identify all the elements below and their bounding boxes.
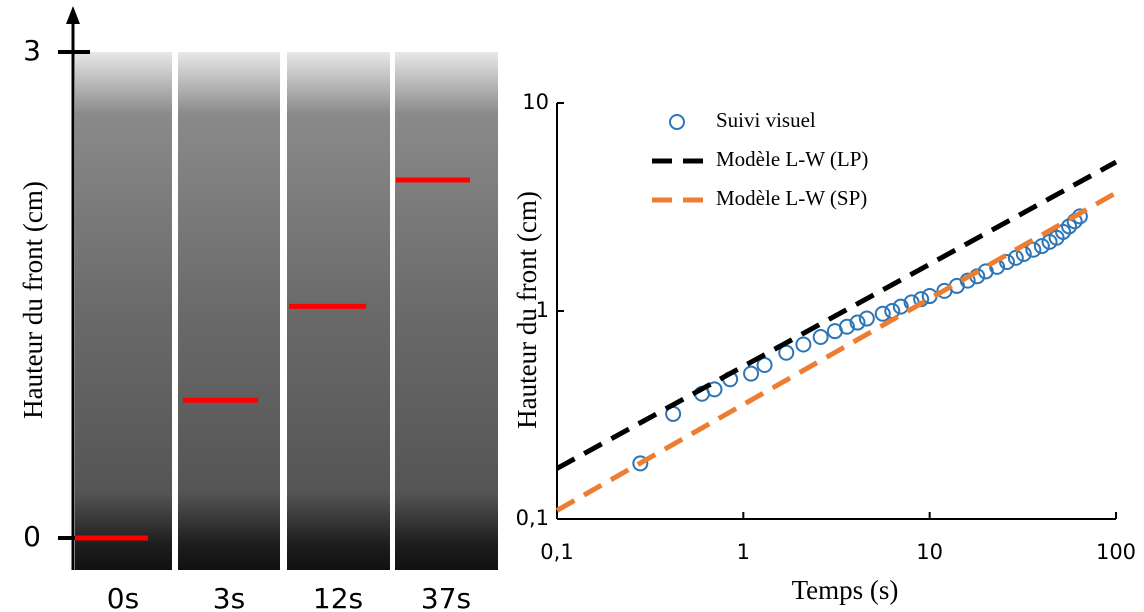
- panel-label: 0s: [107, 582, 139, 612]
- panel-label: 37s: [421, 582, 471, 612]
- photo: [178, 52, 280, 570]
- marker: [1007, 249, 1024, 266]
- x-tick-label: 0,1: [540, 540, 573, 564]
- marker: [1025, 241, 1042, 258]
- photo: [287, 52, 390, 570]
- marker: [756, 357, 773, 374]
- marker: [959, 272, 976, 289]
- model-line: [555, 190, 1118, 513]
- marker: [849, 314, 866, 331]
- image-panels: [75, 52, 498, 570]
- marker: [812, 328, 829, 345]
- legend-marker: [669, 114, 685, 130]
- marker: [632, 455, 649, 472]
- panel-label: 3s: [213, 582, 245, 612]
- axis-arrow: [66, 6, 80, 24]
- y-tick-label: 1: [536, 298, 549, 322]
- y-tick-label: 0,1: [516, 506, 549, 530]
- y-tick-label: 3: [23, 34, 41, 67]
- legend-label: Modèle L-W (SP): [716, 186, 867, 210]
- panel-label: 12s: [313, 582, 363, 612]
- marker: [892, 298, 909, 315]
- y-axis-title: Hauteur du front (cm): [512, 191, 542, 429]
- x-tick-label: 1: [737, 540, 750, 564]
- x-axis-title: Temps (s): [792, 575, 899, 605]
- model-line: [555, 159, 1118, 471]
- photo: [395, 52, 498, 570]
- x-tick-label: 10: [916, 540, 943, 564]
- marker: [706, 381, 723, 398]
- y-tick-label: 0: [23, 520, 41, 553]
- y-tick-label: 10: [522, 90, 549, 114]
- y-axis-title: Hauteur du front (cm): [18, 181, 48, 419]
- marker: [858, 310, 875, 327]
- marker: [795, 336, 812, 353]
- photo: [75, 52, 172, 570]
- x-tick-label: 100: [1096, 540, 1136, 564]
- marker: [838, 318, 855, 335]
- legend-label: Modèle L-W (LP): [716, 147, 868, 171]
- marker: [874, 305, 891, 322]
- marker: [1033, 238, 1050, 255]
- legend-label: Suivi visuel: [716, 108, 816, 132]
- marker: [743, 365, 760, 382]
- marker: [998, 254, 1015, 271]
- marker: [778, 344, 795, 361]
- marker: [1061, 218, 1078, 235]
